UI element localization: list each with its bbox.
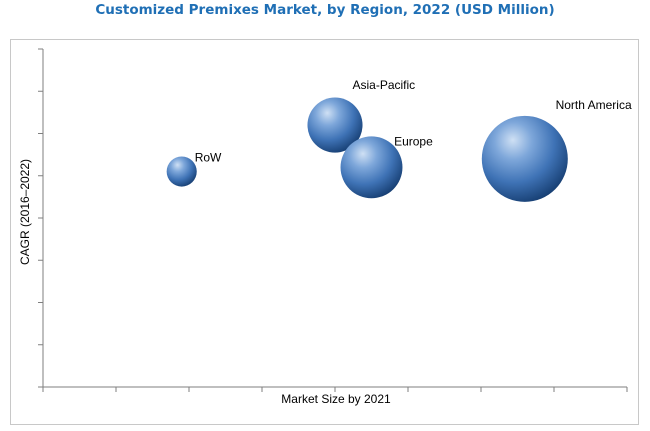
bubble-row	[166, 156, 197, 187]
bubble-asia-pacific	[307, 97, 363, 153]
bubble-label: Asia-Pacific	[353, 78, 416, 92]
bubble-label: Europe	[394, 134, 433, 148]
bubble-europe	[340, 136, 403, 199]
x-axis-label: Market Size by 2021	[281, 392, 391, 406]
chart-frame	[10, 39, 639, 425]
chart-title: Customized Premixes Market, by Region, 2…	[95, 2, 555, 18]
axes	[38, 48, 628, 392]
bubble-north-america	[481, 115, 568, 202]
bubble-label: RoW	[195, 151, 222, 165]
bubble-label: North America	[556, 98, 632, 112]
bubbles: RoW Asia-Pacific Europe North America	[166, 78, 632, 202]
